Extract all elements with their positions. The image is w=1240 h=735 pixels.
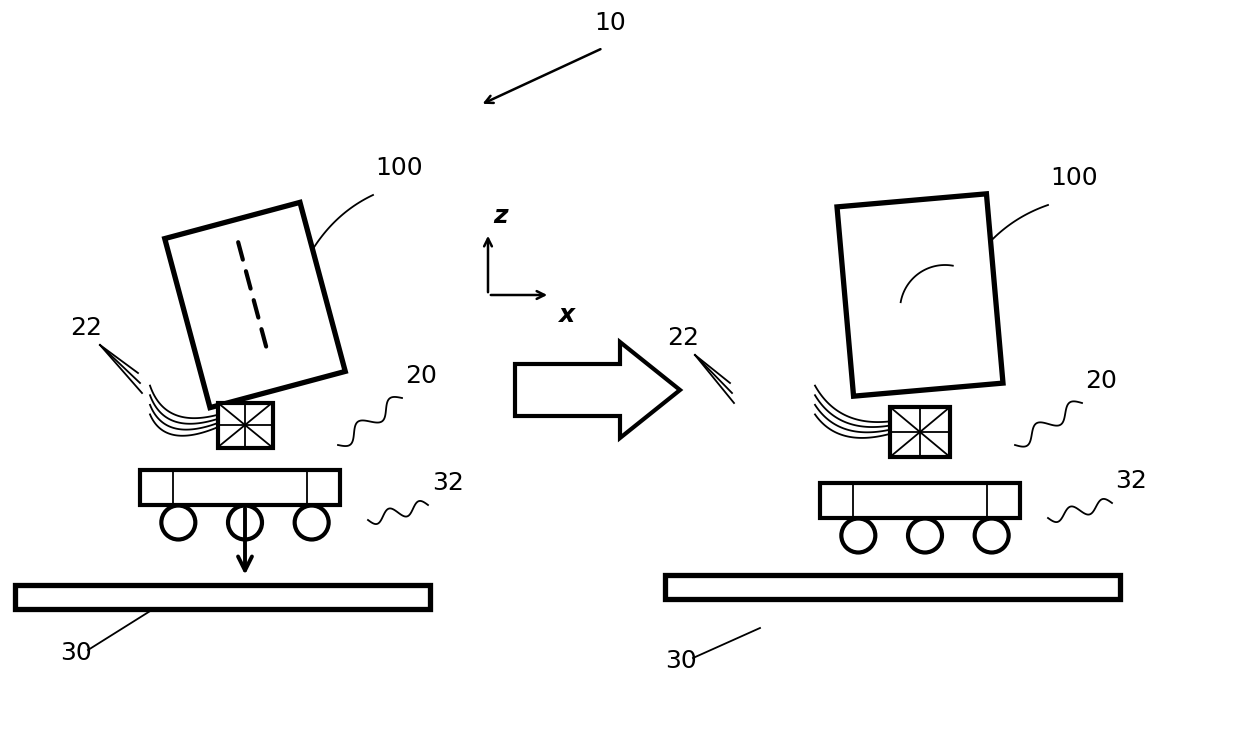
Bar xyxy=(665,575,1120,599)
Text: 32: 32 xyxy=(432,471,464,495)
Text: 20: 20 xyxy=(1085,369,1117,393)
Text: 20: 20 xyxy=(405,364,436,388)
Bar xyxy=(140,470,340,504)
Text: z: z xyxy=(494,204,507,228)
Text: 32: 32 xyxy=(1115,469,1147,493)
Text: 30: 30 xyxy=(665,649,697,673)
Bar xyxy=(890,407,950,457)
Polygon shape xyxy=(837,194,1003,396)
Bar xyxy=(15,585,430,609)
Text: 100: 100 xyxy=(374,156,423,180)
Polygon shape xyxy=(515,342,680,438)
Text: 30: 30 xyxy=(60,641,92,665)
Text: 100: 100 xyxy=(1050,166,1097,190)
Text: 10: 10 xyxy=(594,11,626,35)
Polygon shape xyxy=(165,202,345,408)
Text: 22: 22 xyxy=(69,316,102,340)
Bar xyxy=(217,403,273,448)
Text: 22: 22 xyxy=(667,326,699,350)
Text: x: x xyxy=(558,303,574,327)
Bar xyxy=(820,482,1021,517)
